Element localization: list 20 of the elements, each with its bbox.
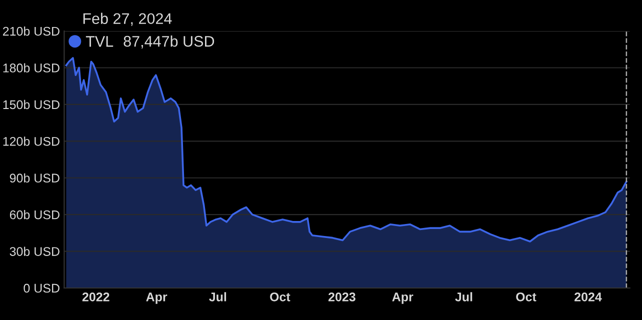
x-tick-label: Apr [392,292,414,304]
y-tick-label: 60b USD [10,210,60,220]
x-tick-label: Apr [146,292,168,304]
chart-title: Feb 27, 2024 [83,12,172,26]
legend-label: TVL [86,36,114,47]
y-tick-label: 30b USD [10,246,60,256]
y-tick-label: 90b USD [10,173,60,183]
x-tick-label: 2023 [328,292,356,302]
x-tick-label: Jul [455,292,472,302]
x-tick-label: 2024 [574,292,602,302]
y-tick-label: 120b USD [3,136,60,146]
y-tick-label: 210b USD [2,26,60,36]
x-tick-label: Jul [209,292,226,302]
x-tick-label: Oct [516,292,536,302]
x-tick-label: Oct [270,292,290,302]
annotation: 87,447b USD [124,36,214,49]
y-tick-label: 0 USD [24,284,60,293]
x-tick-label: 2022 [82,292,110,302]
y-tick-label: 180b USD [3,63,60,72]
y-tick-label: 150b USD [3,100,60,110]
